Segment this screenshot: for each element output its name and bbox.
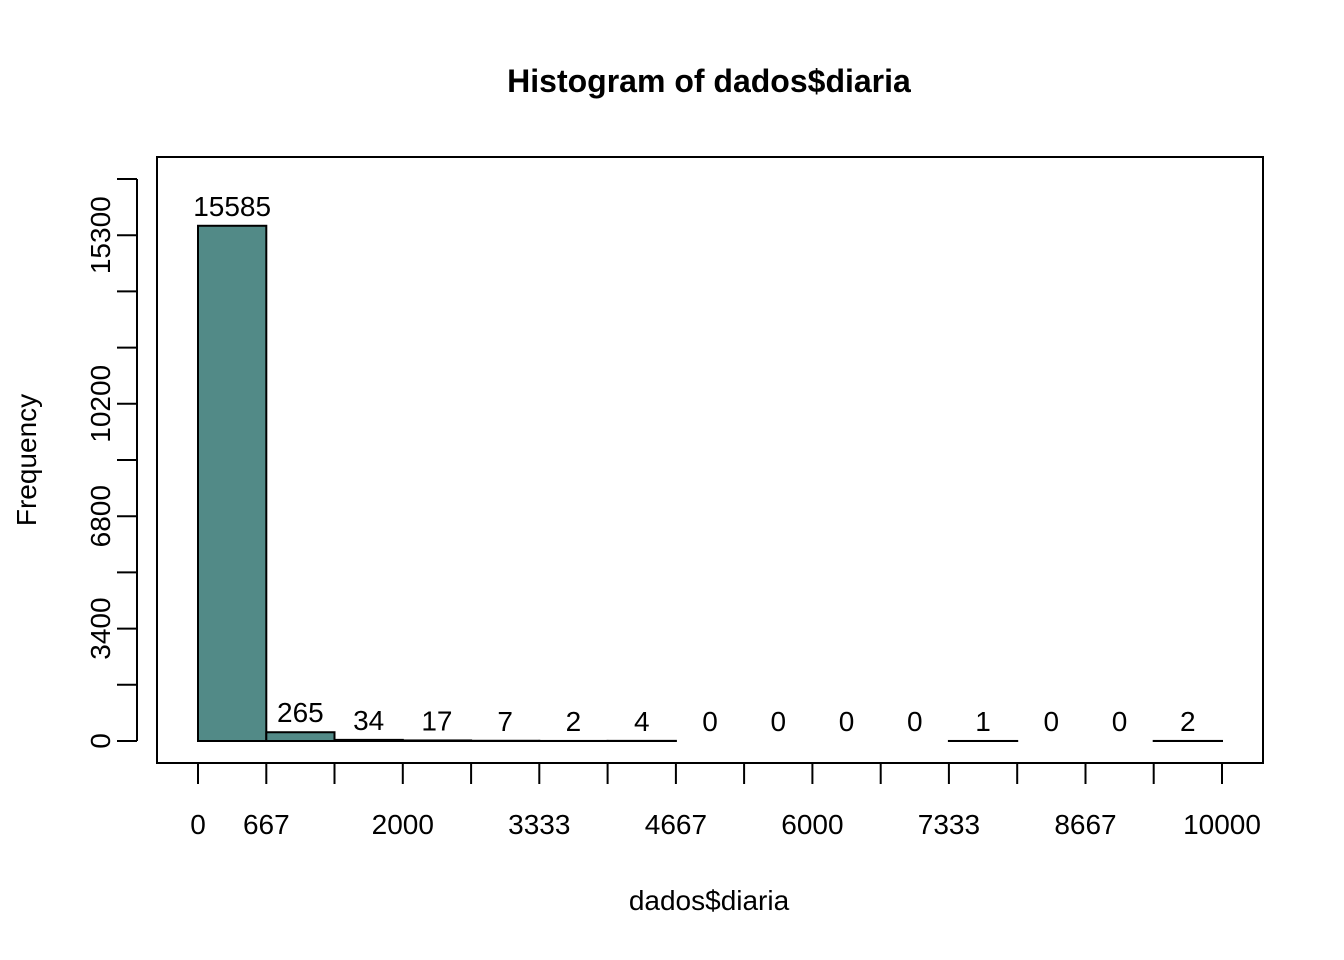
bar-count-label-5: 2 bbox=[566, 706, 582, 737]
bar-count-label-13: 0 bbox=[1112, 706, 1128, 737]
x-axis: 0 667 2000 3333 4667 6000 7333 8667 10000 bbox=[190, 762, 1261, 840]
x-tick-label-0: 0 bbox=[190, 809, 206, 840]
bar-count-label-1: 265 bbox=[277, 697, 324, 728]
chart-title: Histogram of dados$diaria bbox=[507, 63, 911, 99]
plot-frame bbox=[156, 156, 1264, 764]
x-tick-label-11: 7333 bbox=[918, 809, 980, 840]
bar-count-label-11: 1 bbox=[975, 706, 991, 737]
y-tick-label-4: 6800 bbox=[85, 485, 116, 547]
bar-count-label-12: 0 bbox=[1044, 706, 1060, 737]
bar-count-label-3: 17 bbox=[421, 705, 452, 736]
x-tick-label-1: 667 bbox=[243, 809, 290, 840]
histogram-bar-3 bbox=[401, 739, 473, 742]
bar-count-label-2: 34 bbox=[353, 705, 384, 736]
bar-count-label-7: 0 bbox=[702, 706, 718, 737]
bars-layer bbox=[197, 224, 1224, 743]
y-tick-label-6: 10200 bbox=[85, 365, 116, 443]
y-axis: 0 3400 6800 10200 15300 bbox=[85, 178, 138, 749]
x-axis-title: dados$diaria bbox=[629, 885, 790, 916]
histogram-bar-2 bbox=[333, 738, 404, 742]
bar-count-label-10: 0 bbox=[907, 706, 923, 737]
x-tick-label-9: 6000 bbox=[781, 809, 843, 840]
bar-labels-layer: 15585 265 34 17 7 2 4 0 0 0 0 1 0 0 2 bbox=[193, 191, 1195, 737]
x-tick-label-3: 2000 bbox=[372, 809, 434, 840]
y-tick-label-9: 15300 bbox=[85, 196, 116, 274]
bar-count-label-8: 0 bbox=[770, 706, 786, 737]
x-tick-label-13: 8667 bbox=[1054, 809, 1116, 840]
histogram-bar-0 bbox=[197, 224, 268, 742]
x-tick-label-15: 10000 bbox=[1183, 809, 1261, 840]
y-tick-label-2: 3400 bbox=[85, 597, 116, 659]
bar-count-label-0: 15585 bbox=[193, 191, 271, 222]
bar-count-label-9: 0 bbox=[839, 706, 855, 737]
bar-count-label-6: 4 bbox=[634, 706, 650, 737]
x-tick-label-7: 4667 bbox=[645, 809, 707, 840]
bar-count-label-4: 7 bbox=[497, 706, 513, 737]
histogram-bar-1 bbox=[265, 731, 336, 743]
x-tick-label-5: 3333 bbox=[508, 809, 570, 840]
y-axis-title: Frequency bbox=[11, 394, 42, 526]
y-tick-label-0: 0 bbox=[85, 733, 116, 749]
bar-count-label-14: 2 bbox=[1180, 706, 1196, 737]
